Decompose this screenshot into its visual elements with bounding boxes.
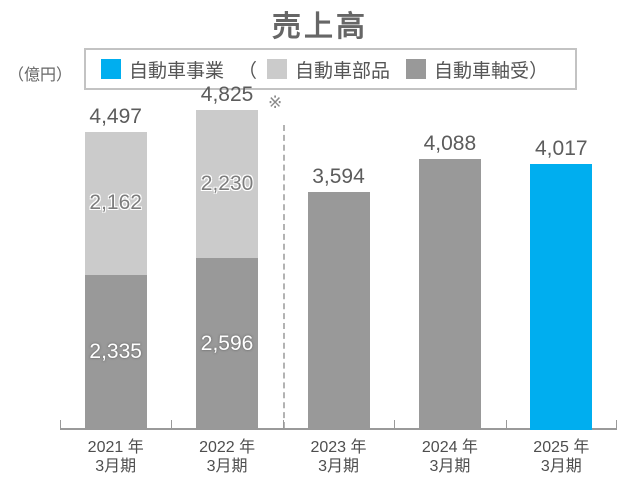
x-axis-category-label: 2024 年 3月期: [421, 439, 478, 475]
period-divider-dashed-line: [283, 125, 285, 428]
bar-segment: [84, 275, 147, 430]
bar-segment-value-label: 2,230: [200, 172, 254, 195]
legend-paren-close: ）: [529, 60, 549, 82]
legend: 自動車事業 （ 自動車部品 自動車軸受 ）: [84, 48, 577, 90]
bar-segment: [307, 192, 370, 430]
x-axis-category-label: 2022 年 3月期: [199, 439, 256, 475]
legend-swatch-automotive-parts: [267, 59, 288, 79]
legend-paren-open: （: [238, 60, 258, 82]
legend-label-automotive-bearings: 自動車軸受: [434, 60, 530, 82]
chart-title: 売上高: [271, 11, 368, 43]
legend-swatch-automotive-bearings: [406, 59, 427, 79]
y-axis-unit-label: （億円）: [8, 67, 73, 84]
x-axis-tick: [283, 420, 284, 428]
bar-segment-value-label: 2,335: [89, 340, 142, 363]
x-axis-labels: 2021 年 3月期 2022 年 3月期 2023 年 3月期 2024 年 3月期 2025…: [60, 438, 617, 476]
bar-segment: [84, 132, 147, 275]
x-axis-category-label: 2021 年 3月期: [87, 439, 144, 475]
bar-segment-value-label: 2,162: [89, 191, 142, 214]
x-axis-tick: [616, 420, 617, 428]
bar-segment: [196, 110, 259, 258]
bar-total-value-label: 4,497: [89, 105, 142, 128]
x-axis-tick: [171, 420, 172, 428]
x-axis-tick: [506, 420, 507, 428]
bar-segment-value-label: 2,596: [200, 332, 254, 355]
bar-segment: [530, 164, 593, 430]
bar-total-value-label: 4,088: [423, 132, 477, 155]
x-axis-tick: [394, 420, 395, 428]
legend-swatch-automotive-business: [101, 59, 121, 79]
bar-segment: [196, 258, 259, 430]
legend-label-automotive-parts: 自動車部品: [295, 60, 391, 82]
bar-total-value-label: 3,594: [312, 165, 365, 188]
note-asterisk-marker: ※: [268, 93, 283, 112]
x-axis-category-label: 2025 年 3月期: [533, 439, 590, 475]
bar-total-value-label: 4,017: [535, 137, 588, 160]
bar-total-value-label: 4,825: [200, 83, 254, 106]
x-axis-category-label: 2023 年 3月期: [310, 439, 367, 475]
bar-chart-plot-area: 2,335 2,162 4,497 2,596 2,230 4,825 3,594 4,088…: [60, 0, 617, 430]
x-axis-tick: [60, 420, 61, 428]
bar-segment: [418, 159, 481, 430]
legend-label-automotive-business: 自動車事業: [129, 60, 225, 82]
